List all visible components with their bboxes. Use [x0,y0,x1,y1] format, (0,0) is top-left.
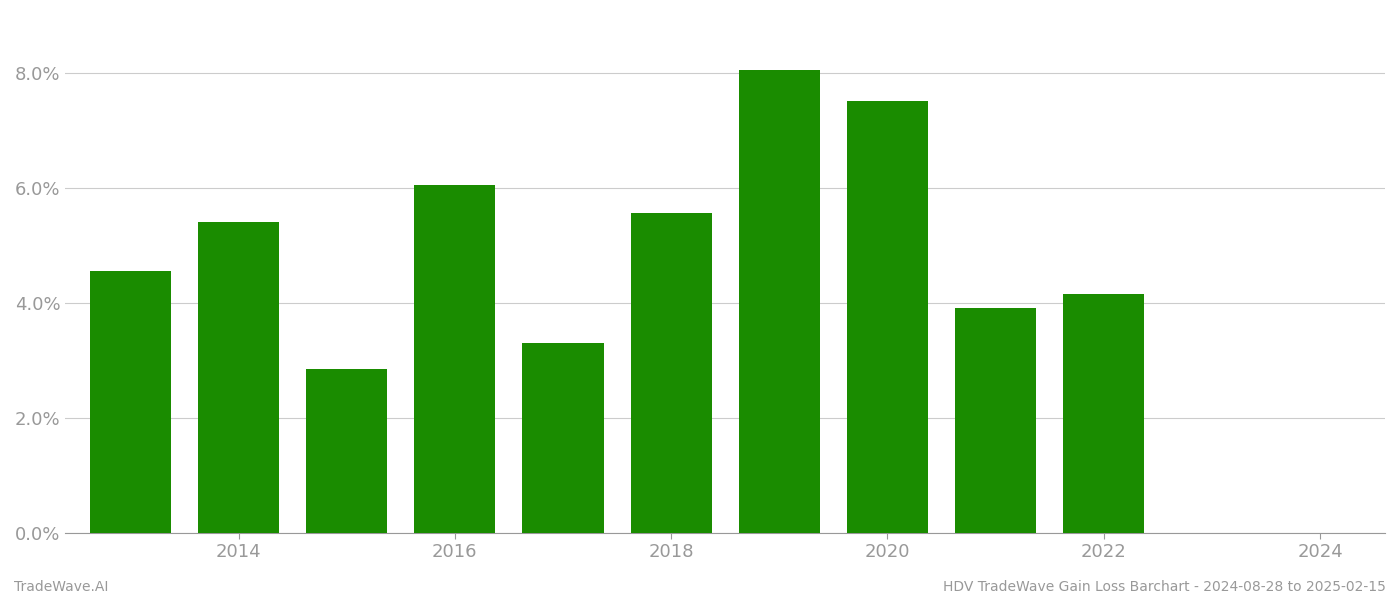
Bar [307,368,388,533]
Bar [197,222,279,533]
Bar [414,185,496,533]
Text: TradeWave.AI: TradeWave.AI [14,580,108,594]
Bar [955,308,1036,533]
Bar [90,271,171,533]
Text: HDV TradeWave Gain Loss Barchart - 2024-08-28 to 2025-02-15: HDV TradeWave Gain Loss Barchart - 2024-… [944,580,1386,594]
Bar [630,214,711,533]
Bar [847,101,928,533]
Bar [1063,294,1144,533]
Bar [739,70,820,533]
Bar [522,343,603,533]
